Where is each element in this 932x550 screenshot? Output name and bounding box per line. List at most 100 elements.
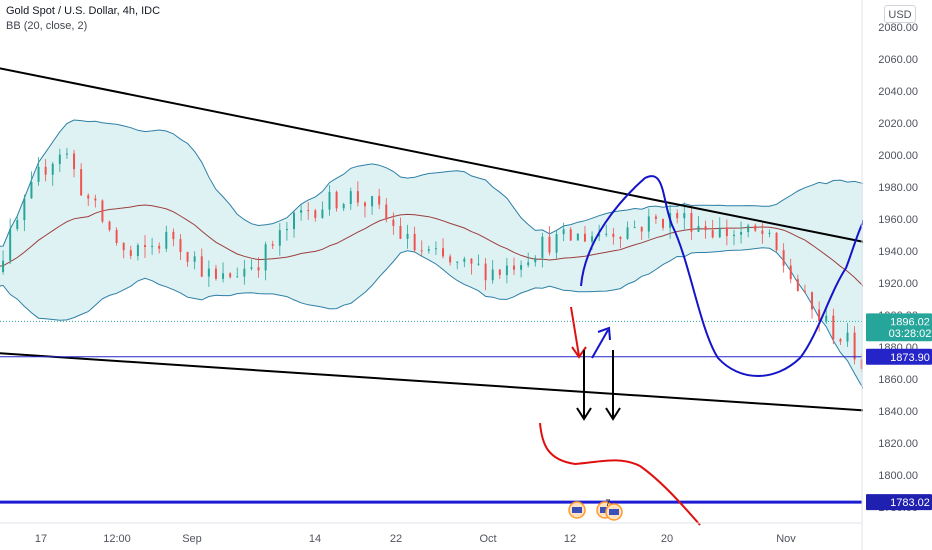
candle — [825, 307, 828, 325]
candle — [328, 185, 331, 216]
candle — [704, 220, 707, 239]
candle — [498, 269, 501, 280]
candle — [172, 228, 175, 247]
candle — [307, 201, 310, 220]
candle — [94, 194, 97, 208]
candle — [200, 248, 203, 278]
candle — [413, 226, 416, 253]
candle — [541, 232, 544, 268]
svg-text:03:28:02: 03:28:02 — [889, 328, 932, 340]
indicator-title[interactable]: BB (20, close, 2) — [6, 20, 88, 32]
economic-event-badge[interactable] — [605, 503, 623, 521]
candle — [811, 291, 814, 319]
price-tick-label: 2000.00 — [878, 150, 918, 162]
time-tick-label: 20 — [661, 533, 673, 545]
candle — [285, 222, 288, 241]
candle — [654, 214, 657, 224]
candle — [832, 308, 835, 345]
candle — [222, 262, 225, 283]
price-tick-label: 1980.00 — [878, 182, 918, 194]
candle — [264, 241, 267, 281]
candle — [697, 216, 700, 233]
candle — [512, 257, 515, 275]
candle — [555, 229, 558, 259]
candle — [463, 256, 466, 268]
candle — [193, 251, 196, 270]
bb-upper-band — [0, 119, 932, 281]
time-tick-label: Sep — [182, 533, 202, 545]
candle — [442, 238, 445, 259]
candle — [761, 223, 764, 244]
price-tick-label: 1820.00 — [878, 438, 918, 450]
candle — [73, 149, 76, 178]
price-tick-label: 1840.00 — [878, 406, 918, 418]
candle — [477, 254, 480, 266]
candle — [236, 267, 239, 278]
candle — [626, 221, 629, 240]
candle — [505, 257, 508, 284]
candle — [229, 272, 232, 279]
event-badges[interactable]: 7 — [568, 498, 623, 521]
event-badge-count: 7 — [605, 498, 610, 508]
candle — [257, 257, 260, 278]
candle — [314, 208, 317, 222]
candle — [839, 337, 842, 345]
candle — [158, 242, 161, 254]
red-arrow[interactable] — [570, 306, 580, 357]
bb-lower-band — [0, 247, 932, 437]
time-tick-label: 14 — [309, 533, 321, 545]
price-axis[interactable] — [863, 0, 932, 550]
bb-fill — [0, 120, 932, 436]
candle — [250, 259, 253, 271]
candle — [214, 264, 217, 281]
time-tick-label: Oct — [479, 533, 496, 545]
black-down-arrow-head — [605, 407, 621, 421]
candle — [143, 235, 146, 258]
candle — [51, 161, 54, 186]
blue-arrow[interactable] — [591, 329, 609, 359]
time-axis[interactable]: 17 12:00 Sep 14 22 Oct 12 20 Nov — [35, 533, 796, 545]
candle — [87, 193, 90, 206]
candle — [562, 222, 565, 242]
candle — [647, 208, 650, 239]
candle — [58, 148, 61, 172]
candle — [108, 220, 111, 232]
candle — [725, 219, 728, 246]
candle — [619, 236, 622, 249]
price-tick-label: 1800.00 — [878, 470, 918, 482]
time-tick-label: 12 — [564, 533, 576, 545]
blue-projection-curve[interactable] — [580, 175, 869, 377]
candle — [293, 210, 296, 238]
price-tick-label: 1920.00 — [878, 278, 918, 290]
price-tick-label: 1940.00 — [878, 246, 918, 258]
candle — [179, 234, 182, 261]
candle — [491, 260, 494, 284]
candle — [2, 250, 5, 275]
symbol-title[interactable]: Gold Spot / U.S. Dollar, 4h, IDC — [6, 5, 161, 17]
candle — [207, 260, 210, 288]
candle — [782, 243, 785, 273]
candle — [676, 209, 679, 224]
red-projection-curve[interactable] — [539, 422, 701, 526]
candle — [37, 156, 40, 186]
candle — [484, 258, 487, 291]
svg-text:1873.90: 1873.90 — [890, 352, 930, 364]
time-tick-label: 12:00 — [103, 533, 131, 545]
price-axis-ticks: 2080.00 2060.00 2040.00 2020.00 2000.00 1980.… — [878, 22, 918, 514]
svg-text:1783.02: 1783.02 — [890, 497, 930, 509]
currency-button[interactable]: USD — [884, 5, 916, 23]
candle — [732, 229, 735, 246]
economic-event-badge[interactable] — [568, 501, 586, 519]
candle — [612, 227, 615, 245]
candle — [456, 261, 459, 270]
candle — [271, 240, 274, 250]
candle — [9, 218, 12, 265]
candle — [711, 219, 714, 239]
candle — [633, 220, 636, 229]
candle — [768, 229, 771, 238]
freehand-drawings — [539, 175, 869, 526]
candle — [16, 214, 19, 232]
candle — [662, 218, 665, 231]
candle — [853, 326, 856, 365]
